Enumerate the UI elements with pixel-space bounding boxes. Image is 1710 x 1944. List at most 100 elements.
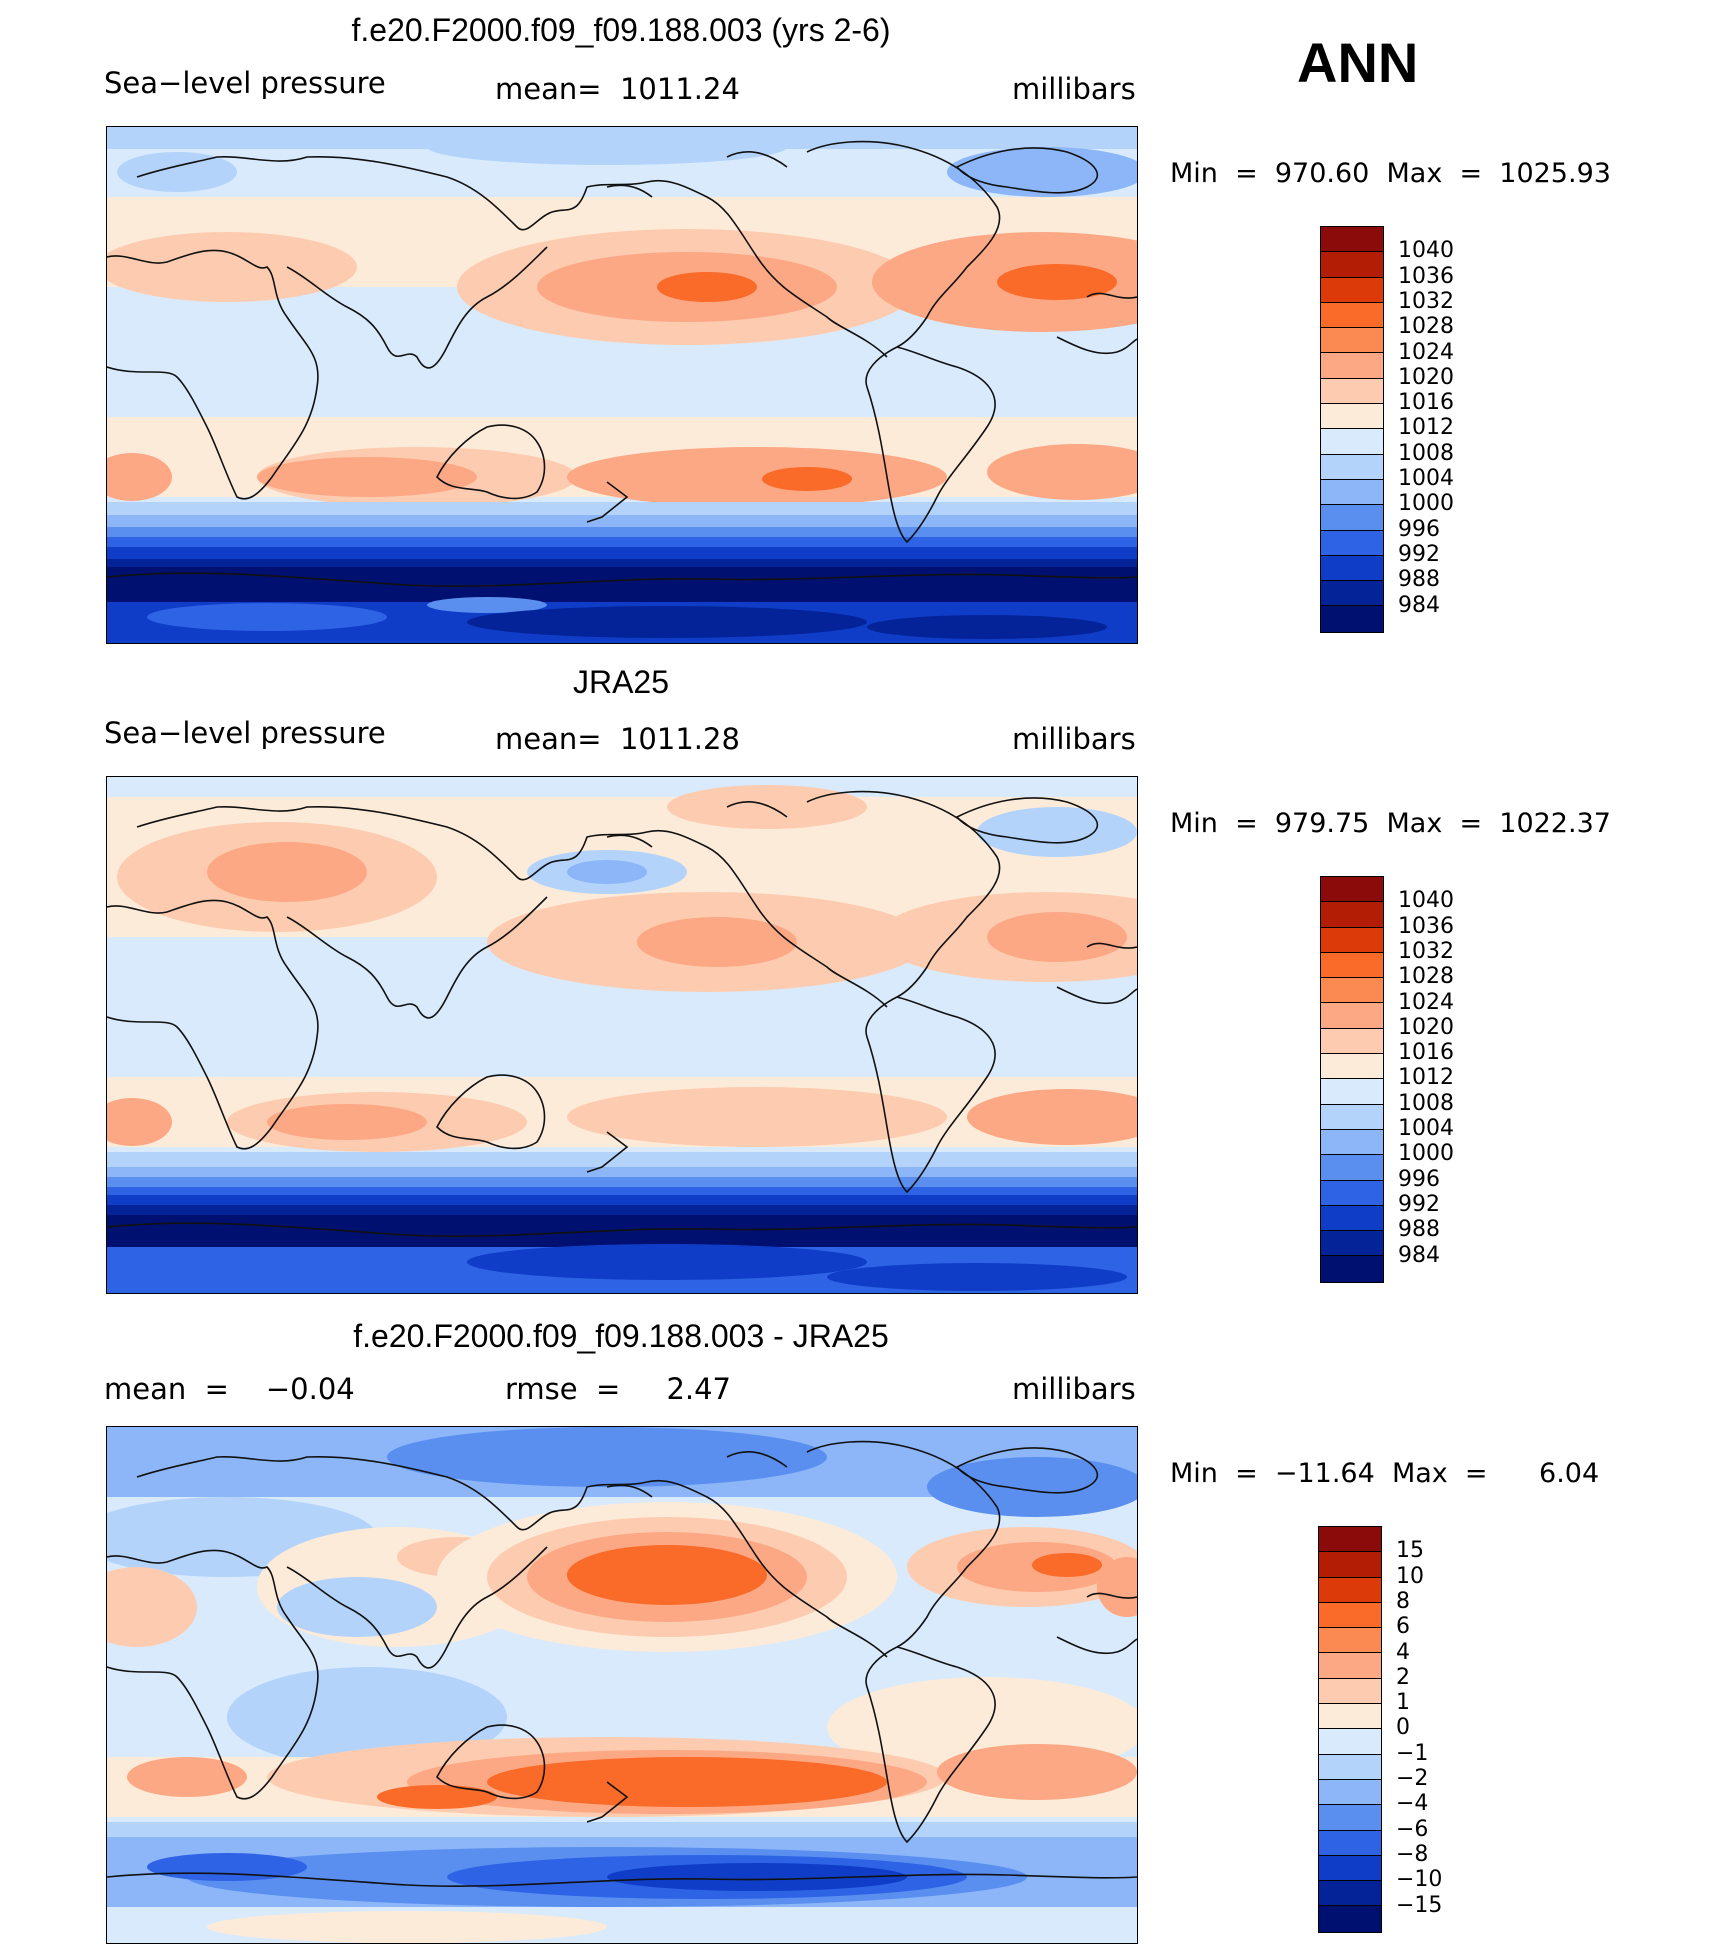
colorbar-swatch [1321, 378, 1383, 405]
colorbar-swatches [1318, 1526, 1382, 1933]
colorbar-swatch [1319, 1855, 1381, 1882]
colorbar-swatch [1319, 1527, 1381, 1553]
panel-title: f.e20.F2000.f09_f09.188.003 - JRA25 [353, 1318, 889, 1354]
colorbar-swatch [1321, 877, 1383, 903]
panel-rmse-label: rmse = 2.47 [505, 1372, 732, 1406]
colorbar-label: 984 [1398, 1242, 1440, 1268]
colorbar-swatch [1321, 1180, 1383, 1206]
map-diff-slp [106, 1426, 1138, 1944]
colorbar-label: 1008 [1398, 440, 1454, 466]
panel-left-label: Sea−level pressure [104, 66, 386, 100]
colorbar-swatch [1319, 1906, 1381, 1932]
colorbar-swatch [1319, 1754, 1381, 1780]
colorbar-swatch [1319, 1678, 1381, 1705]
colorbar-label: 2 [1396, 1664, 1410, 1690]
colorbar-label: 15 [1396, 1538, 1424, 1564]
colorbar-swatch [1321, 353, 1383, 379]
colorbar-label: 996 [1398, 516, 1440, 542]
colorbar-swatch [1321, 227, 1383, 253]
colorbar-label: 1032 [1398, 938, 1454, 964]
colorbar-label: 988 [1398, 1217, 1440, 1243]
colorbar-label: −8 [1396, 1841, 1429, 1867]
colorbar-label: 1036 [1398, 913, 1454, 939]
colorbar-label: 1024 [1398, 989, 1454, 1015]
colorbar-swatch [1319, 1653, 1381, 1679]
map-obs-slp [106, 776, 1138, 1294]
colorbar-swatch [1321, 1155, 1383, 1181]
colorbar-label: 992 [1398, 541, 1440, 567]
colorbar-label: −15 [1396, 1892, 1443, 1918]
panel-minmax: Min = 970.60 Max = 1025.93 [1170, 158, 1611, 189]
colorbar-swatch [1321, 1079, 1383, 1105]
colorbar-swatch [1321, 1256, 1383, 1282]
colorbar-label: 1020 [1398, 364, 1454, 390]
colorbar-label: 1 [1396, 1690, 1410, 1716]
colorbar-swatch [1321, 927, 1383, 953]
panel-mean-label: mean= 1011.24 [495, 72, 740, 106]
colorbar-swatch [1321, 328, 1383, 354]
colorbar-label: 4 [1396, 1639, 1410, 1665]
colorbar-label: 1008 [1398, 1090, 1454, 1116]
colorbar-label: 1000 [1398, 491, 1454, 517]
colorbar-label: 8 [1396, 1588, 1410, 1614]
colorbar-swatch [1321, 581, 1383, 607]
colorbar-label: 1020 [1398, 1014, 1454, 1040]
colorbar-swatch [1321, 606, 1383, 632]
colorbar-label: 984 [1398, 592, 1440, 618]
colorbar-label: 1032 [1398, 288, 1454, 314]
colorbar-swatch [1321, 1054, 1383, 1080]
season-label: ANN [1297, 31, 1419, 94]
colorbar-swatch [1321, 302, 1383, 329]
colorbar-swatch [1319, 1628, 1381, 1654]
colorbar-swatch [1321, 404, 1383, 430]
colorbar-swatch [1321, 1231, 1383, 1257]
colorbar-label: 1000 [1398, 1141, 1454, 1167]
panel-units-label: millibars [1012, 722, 1136, 756]
panel-title: JRA25 [572, 664, 670, 700]
panel-mean-label: mean = −0.04 [104, 1372, 355, 1406]
colorbar-swatch [1321, 902, 1383, 928]
colorbar-swatch [1319, 1552, 1381, 1578]
colorbar-label: −4 [1396, 1791, 1429, 1817]
colorbar-label: 1028 [1398, 964, 1454, 990]
colorbar-label: 1040 [1398, 238, 1454, 264]
colorbar-swatch [1321, 1003, 1383, 1029]
panel-minmax: Min = 979.75 Max = 1022.37 [1170, 808, 1611, 839]
colorbar-swatch [1321, 479, 1383, 506]
colorbar-label: 996 [1398, 1166, 1440, 1192]
colorbar-swatch [1321, 1028, 1383, 1055]
colorbar-swatch [1321, 952, 1383, 979]
colorbar-label: 6 [1396, 1614, 1410, 1640]
colorbar-swatch [1319, 1830, 1381, 1856]
colorbar-swatch [1321, 252, 1383, 278]
colorbar-label: 1012 [1398, 1065, 1454, 1091]
colorbar-swatch [1321, 454, 1383, 480]
map-model-slp [106, 126, 1138, 644]
colorbar-swatch [1321, 277, 1383, 303]
colorbar-label: 1036 [1398, 263, 1454, 289]
panel-units-label: millibars [1012, 1372, 1136, 1406]
colorbar-swatch [1319, 1881, 1381, 1907]
colorbar-swatch [1321, 1104, 1383, 1130]
colorbar-swatch [1319, 1779, 1381, 1806]
colorbar-swatch [1321, 555, 1383, 582]
colorbar-swatch [1319, 1805, 1381, 1831]
colorbar-label: 0 [1396, 1715, 1410, 1741]
panel-title: f.e20.F2000.f09_f09.188.003 (yrs 2-6) [351, 12, 891, 48]
panel-units-label: millibars [1012, 72, 1136, 106]
panel-left-label: Sea−level pressure [104, 716, 386, 750]
colorbar-label: −1 [1396, 1740, 1429, 1766]
colorbar-swatch [1321, 429, 1383, 455]
colorbar-label: 1004 [1398, 1116, 1454, 1141]
panel-mean-label: mean= 1011.28 [495, 722, 740, 756]
colorbar-swatch [1321, 978, 1383, 1004]
colorbar-swatches [1320, 876, 1384, 1283]
colorbar-label: 1028 [1398, 314, 1454, 340]
colorbar-label: 1040 [1398, 888, 1454, 914]
colorbar-swatch [1321, 505, 1383, 531]
colorbar-label: 1016 [1398, 1040, 1454, 1066]
colorbar-label: 988 [1398, 567, 1440, 593]
colorbar-label: 10 [1396, 1563, 1424, 1589]
colorbar-swatches [1320, 226, 1384, 633]
colorbar-swatch [1319, 1704, 1381, 1730]
